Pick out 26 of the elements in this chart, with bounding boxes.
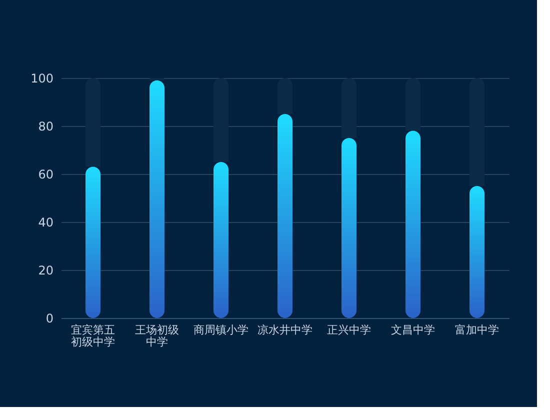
x-tick-label: 凉水井中学	[258, 324, 312, 336]
x-tick-label: 富加中学	[455, 324, 499, 336]
bar	[342, 138, 356, 318]
y-tick-label: 80	[38, 120, 54, 134]
x-tick-label: 商周镇小学	[194, 324, 248, 336]
bar	[278, 78, 292, 114]
bar	[470, 186, 484, 318]
bar	[470, 78, 484, 186]
y-tick-label: 20	[38, 264, 54, 278]
y-tick-label: 100	[30, 72, 54, 86]
bar	[406, 78, 420, 131]
x-tick-label: 宜宾第五初级中学	[71, 324, 115, 348]
bar	[150, 80, 164, 318]
bar	[86, 78, 100, 167]
bar	[86, 166, 100, 318]
bar	[214, 78, 228, 162]
bar	[342, 78, 356, 138]
x-tick-label: 文昌中学	[391, 324, 435, 336]
y-tick-label: 60	[38, 168, 54, 182]
bar	[214, 162, 228, 318]
bar	[278, 114, 292, 318]
y-tick-label: 40	[38, 216, 54, 230]
bar	[406, 130, 420, 318]
x-tick-label: 正兴中学	[327, 324, 371, 336]
x-tick-label: 王场初级中学	[135, 324, 179, 348]
y-tick-label: 0	[46, 312, 54, 326]
